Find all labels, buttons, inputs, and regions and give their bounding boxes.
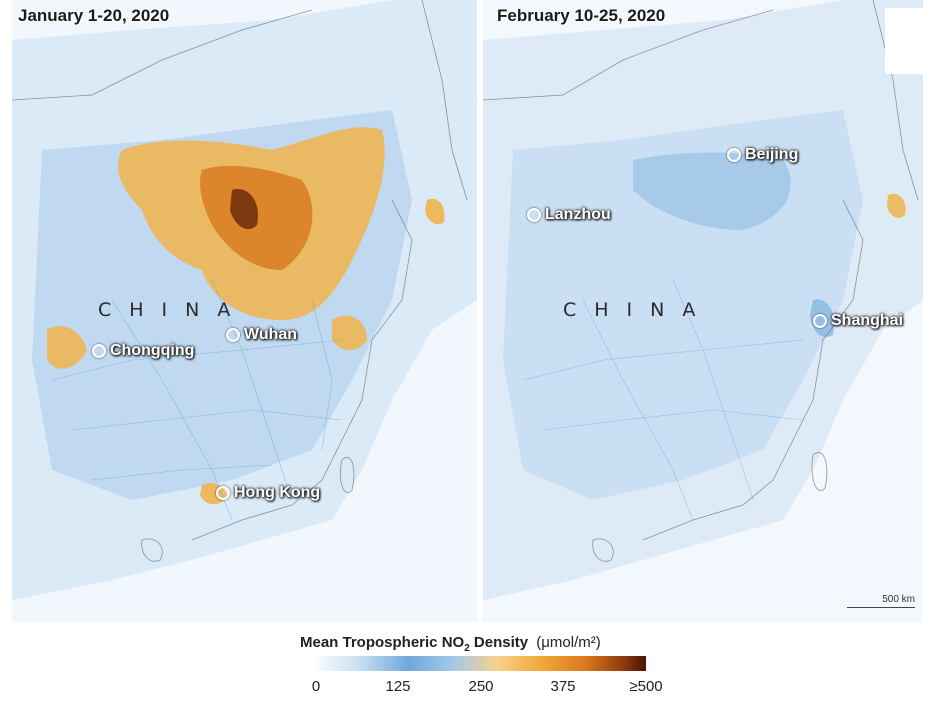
panel-title-february: February 10-25, 2020	[497, 6, 666, 25]
city-shanghai: Shanghai	[813, 312, 903, 330]
city-lanzhou: Lanzhou	[527, 206, 611, 224]
city-beijing: Beijing	[727, 146, 798, 164]
city-hong-kong: Hong Kong	[216, 484, 320, 502]
city-marker-icon	[226, 328, 240, 342]
country-label-china-left: CHINA	[98, 299, 249, 321]
city-marker-icon	[727, 148, 741, 162]
scale-line	[847, 607, 915, 608]
legend-tick-0: 0	[311, 678, 321, 695]
city-wuhan: Wuhan	[226, 326, 297, 344]
panel-title-january: January 1-20, 2020	[18, 6, 170, 25]
map-panel-february: February 10-25, 2020 CHINA Lanzhou Beiji…	[483, 0, 923, 622]
legend-tick-125: 125	[385, 678, 411, 695]
no2-map-january	[12, 0, 477, 622]
city-marker-icon	[216, 486, 230, 500]
scale-label: 500 km	[882, 594, 915, 605]
legend-units: (μmol/m²)	[536, 634, 601, 651]
blank-box	[885, 8, 933, 74]
legend-tick-250: 250	[468, 678, 494, 695]
country-label-china-right: CHINA	[563, 299, 714, 321]
legend-title: Mean Tropospheric NO2 Density (μmol/m²)	[300, 634, 601, 654]
city-chongqing: Chongqing	[92, 342, 194, 360]
city-marker-icon	[92, 344, 106, 358]
city-marker-icon	[813, 314, 827, 328]
legend-colorbar	[316, 656, 646, 671]
legend-tick-375: 375	[550, 678, 576, 695]
city-marker-icon	[527, 208, 541, 222]
map-panel-january: January 1-20, 2020 CHINA Chongqing Wuhan…	[12, 0, 477, 622]
scale-bar: 500 km	[847, 594, 915, 608]
no2-map-february	[483, 0, 923, 622]
legend-tick-500: ≥500	[629, 678, 663, 695]
